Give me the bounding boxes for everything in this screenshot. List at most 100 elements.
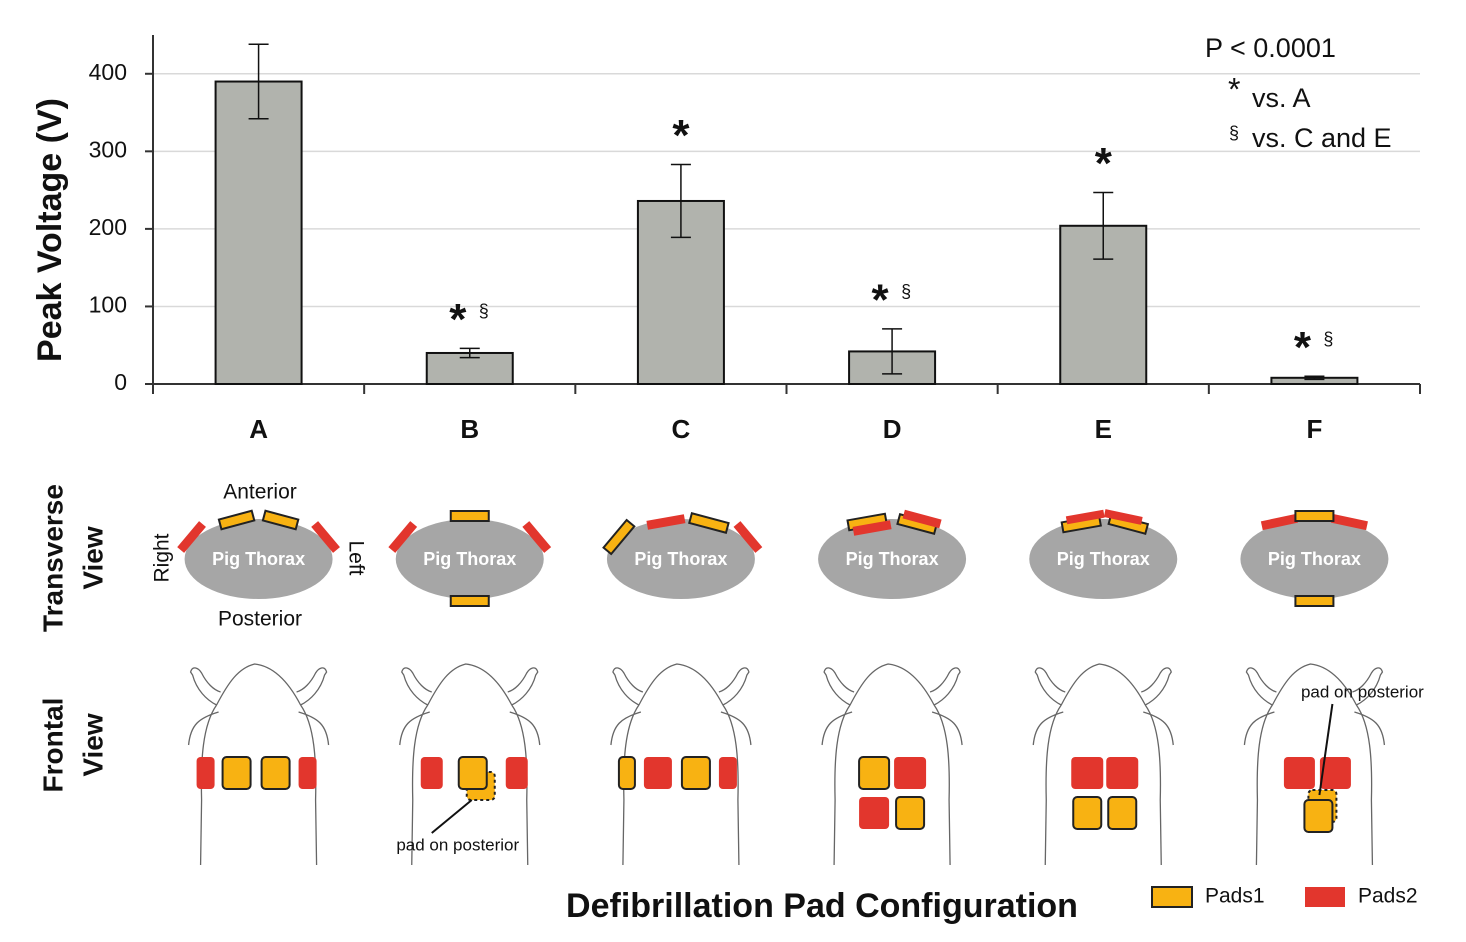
y-tick-label: 400 <box>89 59 127 85</box>
significance-mark: * <box>449 295 467 344</box>
posterior-note: pad on posterior <box>396 835 519 854</box>
pad <box>1294 510 1335 522</box>
significance-mark: * <box>872 276 890 325</box>
thorax <box>606 519 755 599</box>
legend-text: vs. A <box>1252 83 1311 113</box>
thorax-label: Pig Thorax <box>634 549 727 569</box>
pad <box>260 756 291 790</box>
pad <box>733 521 763 553</box>
pad <box>902 509 942 529</box>
pad <box>505 757 528 789</box>
orientation-label: Left <box>344 540 367 575</box>
pad <box>602 518 636 556</box>
pad <box>1103 509 1143 525</box>
pad <box>311 521 340 553</box>
x-axis-label: Defibrillation Pad Configuration <box>566 887 1078 925</box>
pad <box>221 756 252 790</box>
pad <box>449 595 490 607</box>
pad <box>522 521 552 553</box>
thorax-label: Pig Thorax <box>423 549 516 569</box>
posterior-note: pad on posterior <box>1301 682 1424 701</box>
pointer <box>1318 703 1334 796</box>
pad <box>457 756 488 790</box>
legend-swatch <box>1305 887 1345 907</box>
error-bar <box>459 347 480 359</box>
row-label: View <box>77 713 108 777</box>
pad <box>1065 509 1105 525</box>
thorax <box>818 519 967 599</box>
pad <box>680 756 711 790</box>
orientation-label: Right <box>151 533 174 582</box>
y-tick-label: 100 <box>89 292 127 318</box>
row-label: Transverse <box>37 484 68 632</box>
legend-swatch <box>1151 886 1193 908</box>
pad <box>1294 595 1335 607</box>
pad <box>449 510 490 522</box>
pad <box>1303 799 1334 833</box>
thorax-label: Pig Thorax <box>212 549 305 569</box>
pad <box>895 796 926 830</box>
significance-mark: § <box>1323 329 1333 349</box>
thorax <box>395 519 544 599</box>
y-tick-label: 0 <box>114 369 127 395</box>
pig-outline <box>187 663 330 866</box>
row-label: View <box>77 526 108 590</box>
significance-mark: § <box>479 301 489 321</box>
legend-label: Pads2 <box>1358 885 1418 908</box>
error-bar <box>1304 375 1325 381</box>
significance-mark: * <box>1095 139 1113 188</box>
y-tick-label: 300 <box>89 136 127 162</box>
x-tick-label: D <box>883 414 902 444</box>
pad <box>261 509 300 531</box>
error-bar <box>670 163 691 239</box>
pad <box>859 797 890 829</box>
error-bar <box>248 43 269 120</box>
pad <box>643 757 672 789</box>
p-value: P < 0.0001 <box>1205 33 1336 63</box>
x-tick-label: E <box>1095 414 1112 444</box>
x-tick-label: F <box>1306 414 1322 444</box>
pad <box>177 521 206 553</box>
significance-mark: § <box>901 282 911 302</box>
error-bar <box>1093 191 1114 260</box>
pad <box>858 756 891 790</box>
pad <box>420 757 443 789</box>
thorax-label: Pig Thorax <box>846 549 939 569</box>
pad <box>298 757 317 789</box>
pad <box>688 512 730 534</box>
pad <box>1319 757 1351 789</box>
pad <box>617 756 636 790</box>
x-tick-label: C <box>672 414 691 444</box>
pad <box>1072 796 1103 830</box>
thorax-label: Pig Thorax <box>1057 549 1150 569</box>
pig-outline <box>821 663 963 866</box>
pig-outline <box>399 663 541 866</box>
y-axis-label: Peak Voltage (V) <box>31 98 69 362</box>
pig-outline <box>1032 663 1174 866</box>
orientation-label: Posterior <box>218 608 302 631</box>
thorax <box>1029 519 1178 599</box>
thorax <box>1240 519 1389 599</box>
pad <box>894 757 927 789</box>
pad <box>388 521 418 553</box>
significance-mark: * <box>1294 323 1312 372</box>
pad <box>1283 757 1315 789</box>
row-label: Frontal <box>37 698 68 793</box>
x-tick-label: B <box>460 414 479 444</box>
legend-text: vs. C and E <box>1252 123 1392 153</box>
pad <box>646 514 686 530</box>
legend-symbol: § <box>1229 123 1239 143</box>
bar <box>214 80 303 386</box>
pad <box>1260 513 1298 531</box>
pad <box>1071 757 1104 789</box>
pad <box>1330 513 1368 531</box>
pad <box>1107 796 1138 830</box>
significance-mark: * <box>672 111 690 160</box>
pointer <box>431 799 473 834</box>
pad <box>852 520 892 536</box>
pad <box>718 757 737 789</box>
pig-outline <box>610 663 752 866</box>
pad <box>217 509 256 531</box>
orientation-label: Anterior <box>223 481 297 504</box>
